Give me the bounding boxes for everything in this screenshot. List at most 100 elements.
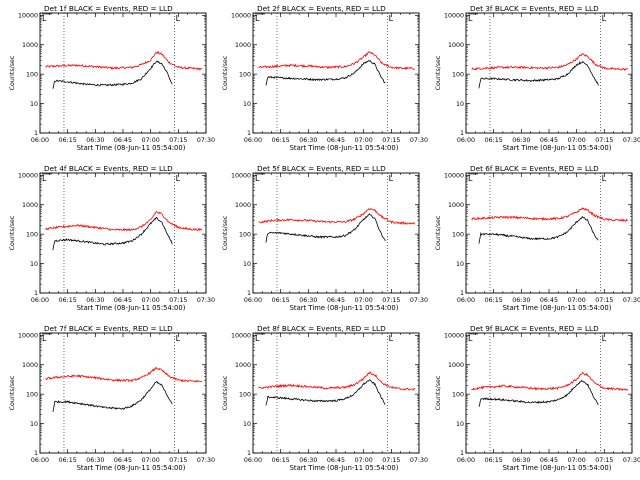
y-tick-label: 1000 xyxy=(448,42,464,49)
y-tick-label: 10 xyxy=(30,261,38,268)
marker-label: L xyxy=(42,14,47,23)
x-tick-label: 06:15 xyxy=(485,457,503,464)
data-traces xyxy=(471,52,629,89)
y-tick-label: 100 xyxy=(26,391,38,398)
x-axis-label: Start Time (08-Jun-11 05:54:00) xyxy=(503,464,612,472)
x-tick-label: 07:00 xyxy=(355,297,373,304)
x-tick-label: 07:15 xyxy=(169,457,187,464)
x-tick-label: 06:00 xyxy=(31,457,49,464)
marker-label: L xyxy=(389,334,394,343)
x-tick-label: 07:30 xyxy=(623,457,640,464)
plot-frame xyxy=(465,332,633,454)
data-traces xyxy=(258,207,416,243)
x-axis-label: Start Time (08-Jun-11 05:54:00) xyxy=(290,304,399,312)
y-tick-label: 100 xyxy=(26,71,38,78)
y-axis-label: Counts/sec xyxy=(222,215,229,250)
marker-label: L xyxy=(176,174,181,183)
y-tick-label: 10 xyxy=(456,261,464,268)
y-tick-label: 10000 xyxy=(444,173,464,180)
panel-title: Det 1f BLACK = Events, RED = LLD xyxy=(44,4,173,13)
y-tick-label: 10000 xyxy=(444,333,464,340)
x-tick-label: 07:30 xyxy=(410,457,428,464)
marker-label: L xyxy=(468,174,473,183)
y-tick-label: 1000 xyxy=(235,42,251,49)
y-tick-label: 10 xyxy=(456,101,464,108)
y-tick-label: 100 xyxy=(452,231,464,238)
x-tick-label: 06:00 xyxy=(244,457,262,464)
y-axis-label: Counts/sec xyxy=(9,55,16,90)
x-tick-label: 07:15 xyxy=(595,297,613,304)
y-tick-label: 1 xyxy=(34,290,38,297)
x-tick-label: 06:30 xyxy=(86,457,104,464)
x-tick-label: 07:15 xyxy=(595,457,613,464)
plot-frame xyxy=(252,12,420,134)
y-tick-label: 1000 xyxy=(22,202,38,209)
y-axis-label: Counts/sec xyxy=(435,215,442,250)
x-tick-label: 07:30 xyxy=(623,137,640,144)
panel-title: Det 6f BLACK = Events, RED = LLD xyxy=(470,164,599,173)
marker-label: L xyxy=(255,14,260,23)
x-tick-label: 07:00 xyxy=(568,457,586,464)
marker-label: L xyxy=(176,14,181,23)
y-tick-label: 10 xyxy=(243,261,251,268)
series-events-line xyxy=(265,60,386,86)
y-tick-label: 100 xyxy=(239,71,251,78)
x-tick-label: 07:00 xyxy=(142,297,160,304)
plot-frame xyxy=(465,12,633,134)
y-tick-label: 10000 xyxy=(231,173,251,180)
x-tick-label: 06:45 xyxy=(114,297,132,304)
series-lld-line xyxy=(258,371,415,391)
plot-frame xyxy=(39,332,207,454)
y-axis-label: Counts/sec xyxy=(435,55,442,90)
y-axis-label: Counts/sec xyxy=(9,215,16,250)
x-axis-label: Start Time (08-Jun-11 05:54:00) xyxy=(503,144,612,152)
data-traces xyxy=(45,366,203,413)
y-axis-label: Counts/sec xyxy=(9,375,16,410)
y-tick-label: 1 xyxy=(34,450,38,457)
y-tick-label: 100 xyxy=(452,71,464,78)
x-tick-label: 06:15 xyxy=(59,457,77,464)
x-tick-label: 06:15 xyxy=(272,137,290,144)
data-traces xyxy=(471,207,628,244)
x-tick-label: 06:15 xyxy=(59,137,77,144)
x-tick-label: 06:45 xyxy=(327,457,345,464)
data-traces xyxy=(471,371,629,407)
x-tick-label: 07:30 xyxy=(410,137,428,144)
x-tick-label: 06:30 xyxy=(299,297,317,304)
data-traces xyxy=(258,371,415,406)
marker-label: L xyxy=(468,14,473,23)
x-tick-label: 07:30 xyxy=(197,137,215,144)
panel-det-1: Det 1f BLACK = Events, RED = LLD 06:00 06:… xyxy=(9,4,215,152)
y-tick-label: 100 xyxy=(239,391,251,398)
y-tick-label: 10000 xyxy=(18,13,38,20)
series-lld-line xyxy=(45,50,202,71)
x-tick-label: 06:45 xyxy=(540,137,558,144)
x-tick-label: 06:00 xyxy=(457,297,475,304)
x-tick-label: 06:30 xyxy=(86,137,104,144)
x-axis-label: Start Time (08-Jun-11 05:54:00) xyxy=(290,464,399,472)
x-tick-label: 06:45 xyxy=(540,297,558,304)
x-axis-label: Start Time (08-Jun-11 05:54:00) xyxy=(77,144,186,152)
x-axis-label: Start Time (08-Jun-11 05:54:00) xyxy=(503,304,612,312)
plot-frame xyxy=(39,172,207,294)
y-tick-label: 10 xyxy=(456,421,464,428)
plot-frame xyxy=(465,172,633,294)
x-tick-label: 06:00 xyxy=(31,297,49,304)
x-tick-label: 06:15 xyxy=(59,297,77,304)
marker-label: L xyxy=(468,334,473,343)
y-tick-label: 1 xyxy=(34,130,38,137)
x-tick-label: 06:15 xyxy=(272,457,290,464)
y-tick-label: 10000 xyxy=(231,13,251,20)
x-tick-label: 07:00 xyxy=(568,137,586,144)
panel-det-8: Det 8f BLACK = Events, RED = LLD 06:00 06:… xyxy=(222,324,428,472)
series-events-line xyxy=(52,216,173,251)
y-tick-label: 100 xyxy=(239,231,251,238)
marker-label: L xyxy=(389,174,394,183)
x-tick-label: 06:30 xyxy=(299,457,317,464)
marker-label: L xyxy=(389,14,394,23)
plot-frame xyxy=(252,332,420,454)
panel-title: Det 2f BLACK = Events, RED = LLD xyxy=(257,4,386,13)
x-tick-label: 06:00 xyxy=(31,137,49,144)
panel-det-7: Det 7f BLACK = Events, RED = LLD 06:00 06:… xyxy=(9,324,215,472)
